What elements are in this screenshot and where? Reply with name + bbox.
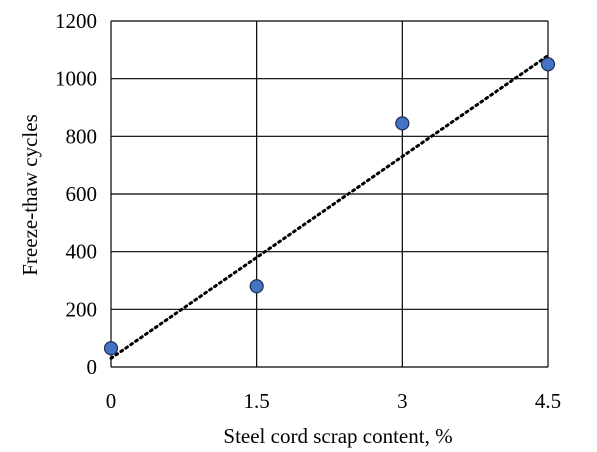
y-axis-title: Freeze-thaw cycles [18, 114, 42, 276]
data-point [103, 341, 119, 356]
axes [110, 21, 548, 368]
x-tick-label: 0 [106, 389, 117, 413]
gridlines [111, 20, 549, 367]
tick-labels: 0 200 400 600 800 1000 1200 0 1.5 3 4.5 [55, 9, 561, 413]
y-tick-label: 1200 [55, 9, 97, 33]
x-tick-label: 1.5 [244, 389, 270, 413]
y-tick-label: 1000 [55, 67, 97, 91]
data-point [249, 279, 264, 294]
x-tick-label: 3 [397, 389, 408, 413]
trendline [109, 54, 550, 360]
y-tick-label: 200 [66, 297, 98, 321]
trendline-group [109, 54, 550, 360]
data-points [103, 57, 556, 356]
y-tick-label: 800 [66, 124, 98, 148]
x-axis-title: Steel cord scrap content, % [223, 424, 452, 448]
data-point [395, 116, 410, 131]
x-tick-label: 4.5 [535, 389, 561, 413]
data-point [540, 57, 556, 72]
y-tick-label: 0 [87, 355, 98, 379]
y-tick-label: 600 [66, 182, 98, 206]
y-tick-label: 400 [66, 240, 98, 264]
